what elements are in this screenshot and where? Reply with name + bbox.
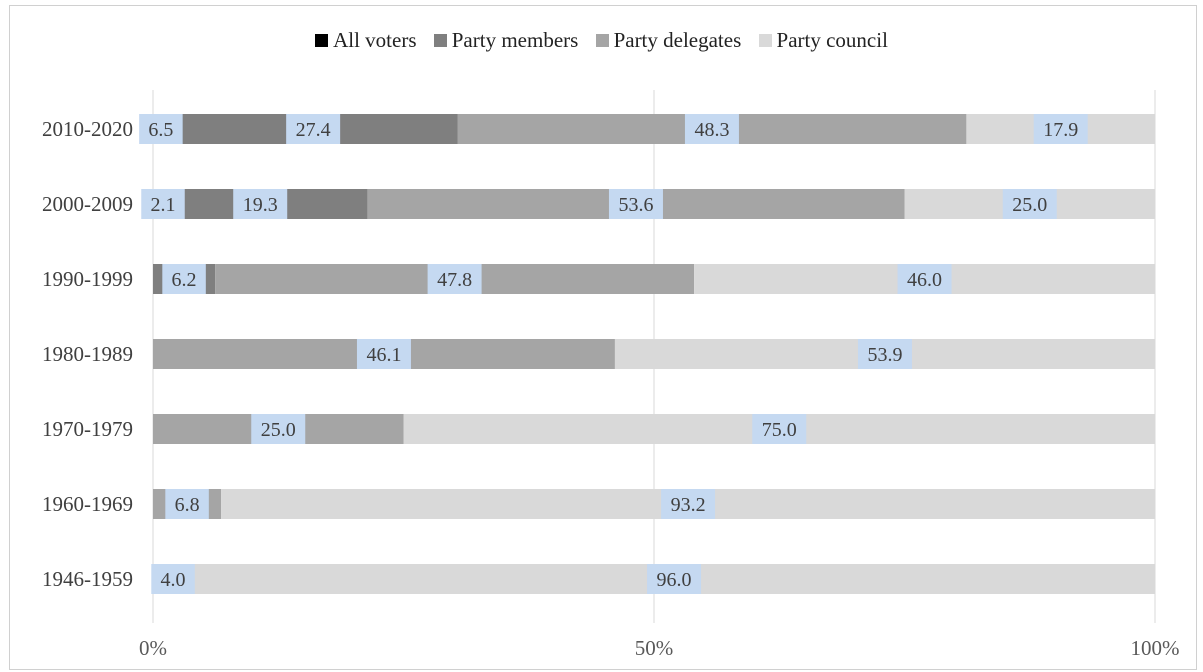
category-label: 1970-1979 (42, 417, 133, 441)
data-label-background (286, 114, 341, 144)
data-label: 53.6 (608, 189, 663, 219)
data-label-background (647, 564, 702, 594)
data-label: 6.2 (162, 264, 206, 294)
data-label: 46.0 (897, 264, 952, 294)
legend-label: Party delegates (613, 28, 742, 52)
data-label-text: 25.0 (261, 419, 296, 441)
data-label-background (684, 114, 739, 144)
category-label: 2000-2009 (42, 192, 133, 216)
data-label: 75.0 (752, 414, 807, 444)
legend-label: All voters (333, 28, 417, 52)
category-label: 1946-1959 (42, 567, 133, 591)
data-label-background (1033, 114, 1088, 144)
x-tick-label: 0% (139, 636, 167, 660)
x-tick-label: 50% (635, 636, 674, 660)
data-label-text: 47.8 (437, 269, 472, 291)
data-label: 2.1 (141, 189, 185, 219)
data-label: 25.0 (1002, 189, 1057, 219)
category-label: 1980-1989 (42, 342, 133, 366)
data-label-background (356, 339, 411, 369)
data-label-text: 6.2 (172, 269, 197, 291)
legend: All voters Party members Party delegates… (0, 28, 1203, 53)
legend-item-party-members: Party members (433, 28, 579, 53)
data-label: 17.9 (1033, 114, 1088, 144)
data-label-background (151, 564, 195, 594)
data-label: 47.8 (427, 264, 482, 294)
data-label-text: 2.1 (151, 194, 176, 216)
data-label: 6.8 (165, 489, 209, 519)
data-label-text: 53.9 (867, 344, 902, 366)
data-label-background (857, 339, 912, 369)
data-label-text: 17.9 (1043, 119, 1078, 141)
legend-swatch (433, 34, 447, 47)
data-label-text: 48.3 (694, 119, 729, 141)
legend-label: Party council (776, 28, 888, 52)
chart-frame (9, 5, 1197, 670)
data-label-text: 6.5 (148, 119, 173, 141)
legend-swatch (315, 34, 329, 47)
data-label-text: 25.0 (1012, 194, 1047, 216)
legend-label: Party members (451, 28, 579, 52)
data-label-text: 46.0 (907, 269, 942, 291)
data-label-background (139, 114, 183, 144)
data-label-text: 96.0 (657, 569, 692, 591)
data-label: 19.3 (233, 189, 288, 219)
data-label-text: 93.2 (671, 494, 706, 516)
data-label-text: 19.3 (243, 194, 278, 216)
data-label: 4.0 (151, 564, 195, 594)
data-label-background (162, 264, 206, 294)
data-label-text: 53.6 (618, 194, 653, 216)
data-label: 53.9 (857, 339, 912, 369)
data-label: 25.0 (251, 414, 306, 444)
x-tick-label: 100% (1131, 636, 1180, 660)
data-label: 93.2 (661, 489, 716, 519)
data-label-text: 6.8 (175, 494, 200, 516)
legend-swatch (758, 34, 772, 47)
legend-item-party-delegates: Party delegates (595, 28, 742, 53)
data-label-background (608, 189, 663, 219)
data-label-text: 75.0 (762, 419, 797, 441)
category-label: 1960-1969 (42, 492, 133, 516)
data-label-background (897, 264, 952, 294)
data-label-background (165, 489, 209, 519)
legend-swatch (595, 34, 609, 47)
data-label: 48.3 (684, 114, 739, 144)
data-label-background (251, 414, 306, 444)
data-label-text: 46.1 (366, 344, 401, 366)
data-label-background (427, 264, 482, 294)
data-label-background (233, 189, 288, 219)
category-label: 1990-1999 (42, 267, 133, 291)
legend-item-all-voters: All voters (315, 28, 417, 53)
data-label: 6.5 (139, 114, 183, 144)
data-label: 96.0 (647, 564, 702, 594)
data-label-background (1002, 189, 1057, 219)
data-label-background (661, 489, 716, 519)
data-label: 27.4 (286, 114, 341, 144)
data-label-text: 27.4 (296, 119, 331, 141)
data-label: 46.1 (356, 339, 411, 369)
data-label-background (752, 414, 807, 444)
legend-item-party-council: Party council (758, 28, 888, 53)
data-label-background (141, 189, 185, 219)
data-label-text: 4.0 (161, 569, 186, 591)
category-label: 2010-2020 (42, 117, 133, 141)
